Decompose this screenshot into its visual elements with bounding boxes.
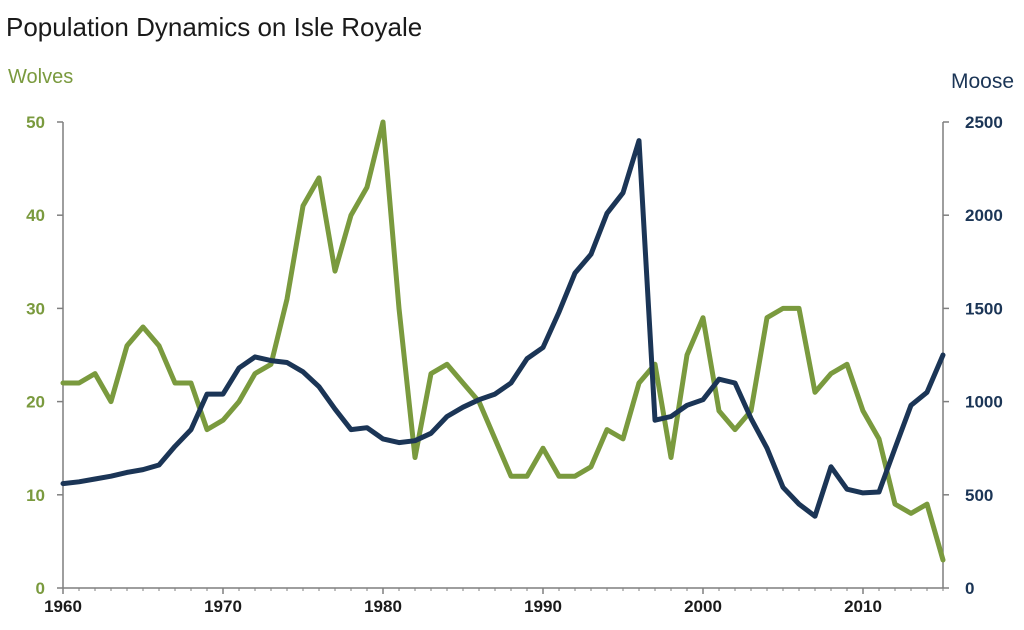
x-tick-label: 2000 (684, 597, 722, 616)
x-tick-label: 1970 (204, 597, 242, 616)
y-right-tick-label: 1000 (965, 393, 1003, 412)
x-tick-label: 1990 (524, 597, 562, 616)
chart-axes (57, 121, 949, 594)
x-tick-label: 2010 (844, 597, 882, 616)
y-left-tick-label: 0 (36, 579, 45, 598)
y-right-tick-label: 1500 (965, 299, 1003, 318)
x-tick-label: 1960 (44, 597, 82, 616)
y-axis-right-label: Moose (950, 70, 1014, 93)
y-axis-left-label: Wolves (8, 66, 74, 88)
y-left-tick-label: 50 (26, 113, 45, 132)
y-right-tick-label: 2500 (965, 113, 1003, 132)
y-right-tick-label: 500 (965, 486, 993, 505)
chart-title: Population Dynamics on Isle Royale (6, 12, 423, 42)
y-right-tick-label: 0 (965, 579, 974, 598)
y-left-tick-label: 20 (26, 393, 45, 412)
y-left-tick-label: 40 (26, 206, 45, 225)
y-left-tick-label: 30 (26, 299, 45, 318)
y-left-tick-label: 10 (26, 486, 45, 505)
chart-tick-labels: 1960 1970 1980 1990 2000 20100102030405005001… (26, 113, 1003, 616)
y-right-tick-label: 2000 (965, 206, 1003, 225)
series-line-moose (60, 138, 946, 519)
series-line-wolves (60, 119, 946, 563)
chart-series-layer (60, 119, 946, 563)
x-tick-label: 1980 (364, 597, 402, 616)
